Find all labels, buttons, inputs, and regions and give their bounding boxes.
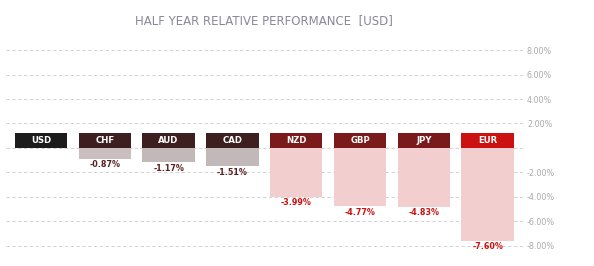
Text: -0.87%: -0.87% xyxy=(89,160,121,169)
Text: -4.77%: -4.77% xyxy=(345,208,375,217)
Text: CAD: CAD xyxy=(222,136,242,145)
Text: -7.60%: -7.60% xyxy=(472,242,503,251)
Title: HALF YEAR RELATIVE PERFORMANCE  [USD]: HALF YEAR RELATIVE PERFORMANCE [USD] xyxy=(135,14,393,27)
Text: AUD: AUD xyxy=(159,136,179,145)
FancyBboxPatch shape xyxy=(397,133,450,148)
Bar xyxy=(397,148,450,207)
Text: NZD: NZD xyxy=(286,136,307,145)
FancyBboxPatch shape xyxy=(15,133,67,148)
Bar xyxy=(462,148,514,241)
FancyBboxPatch shape xyxy=(78,133,131,148)
Bar xyxy=(270,148,323,197)
Bar xyxy=(78,148,131,159)
Text: -4.83%: -4.83% xyxy=(408,208,440,217)
Bar xyxy=(143,148,195,162)
FancyBboxPatch shape xyxy=(462,133,514,148)
FancyBboxPatch shape xyxy=(334,133,386,148)
FancyBboxPatch shape xyxy=(270,133,323,148)
Text: USD: USD xyxy=(31,136,51,145)
FancyBboxPatch shape xyxy=(206,133,258,148)
Bar xyxy=(206,148,258,166)
FancyBboxPatch shape xyxy=(143,133,195,148)
Text: JPY: JPY xyxy=(416,136,432,145)
Text: -1.51%: -1.51% xyxy=(217,168,248,177)
Text: EUR: EUR xyxy=(478,136,497,145)
Text: CHF: CHF xyxy=(95,136,115,145)
Bar xyxy=(334,148,386,206)
Text: -1.17%: -1.17% xyxy=(153,164,184,173)
Text: -3.99%: -3.99% xyxy=(281,198,312,207)
Text: GBP: GBP xyxy=(350,136,370,145)
